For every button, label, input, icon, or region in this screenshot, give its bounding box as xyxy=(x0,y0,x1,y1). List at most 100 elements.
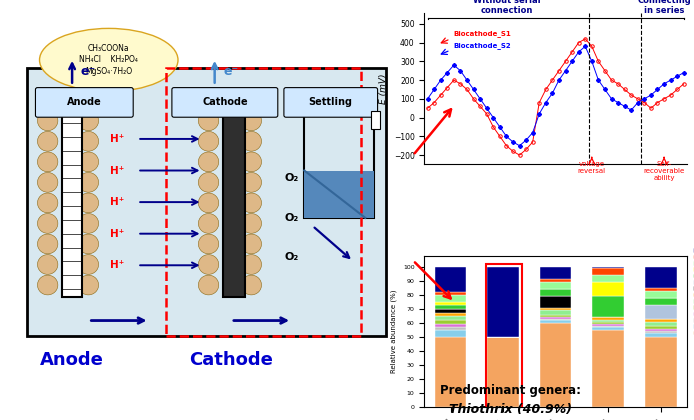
FancyBboxPatch shape xyxy=(172,88,278,117)
Circle shape xyxy=(37,255,58,274)
Circle shape xyxy=(198,213,219,233)
Bar xyxy=(540,323,571,407)
Bar xyxy=(540,289,571,297)
Text: Anode: Anode xyxy=(40,351,104,369)
Circle shape xyxy=(198,111,219,131)
Circle shape xyxy=(78,234,99,254)
Bar xyxy=(223,108,245,297)
Bar xyxy=(540,320,571,323)
Bar xyxy=(435,337,466,407)
Bar xyxy=(645,329,677,331)
Circle shape xyxy=(198,234,219,254)
Text: MgSO₄·7H₂O: MgSO₄·7H₂O xyxy=(85,67,133,76)
Text: H⁺: H⁺ xyxy=(110,197,124,207)
Bar xyxy=(540,267,571,279)
Circle shape xyxy=(241,152,262,172)
Circle shape xyxy=(78,213,99,233)
Bar xyxy=(487,267,519,337)
Bar xyxy=(304,100,373,218)
Text: NH₄Cl    KH₂PO₄: NH₄Cl KH₂PO₄ xyxy=(79,55,138,65)
Bar xyxy=(540,279,571,282)
Bar xyxy=(645,319,677,322)
Bar xyxy=(593,330,624,407)
Text: Cathode: Cathode xyxy=(189,351,273,369)
Bar xyxy=(435,324,466,327)
Bar xyxy=(593,318,624,320)
Circle shape xyxy=(241,131,262,151)
Circle shape xyxy=(78,111,99,131)
Text: Self-
recoverable
ability: Self- recoverable ability xyxy=(643,161,685,181)
Circle shape xyxy=(37,173,58,192)
Bar xyxy=(645,333,677,337)
Bar xyxy=(645,331,677,333)
Bar xyxy=(486,264,522,410)
Text: O₂: O₂ xyxy=(285,252,299,262)
Text: H⁺: H⁺ xyxy=(110,228,124,239)
Bar xyxy=(593,297,624,318)
Bar xyxy=(645,326,677,329)
Circle shape xyxy=(198,275,219,295)
Circle shape xyxy=(241,275,262,295)
Circle shape xyxy=(37,275,58,295)
Bar xyxy=(540,297,571,307)
Circle shape xyxy=(241,255,262,274)
Bar xyxy=(645,298,677,305)
Bar xyxy=(593,275,624,282)
Circle shape xyxy=(78,152,99,172)
Bar xyxy=(645,305,677,319)
Bar xyxy=(645,322,677,326)
Y-axis label: E (mV): E (mV) xyxy=(379,73,388,104)
Bar xyxy=(435,330,466,337)
Text: Predominant genera:: Predominant genera: xyxy=(439,384,581,397)
Circle shape xyxy=(37,152,58,172)
Bar xyxy=(593,324,624,326)
Bar xyxy=(593,267,624,268)
Text: CH₃COONa: CH₃COONa xyxy=(88,44,130,52)
Bar xyxy=(435,302,466,305)
Bar xyxy=(645,337,677,407)
Bar xyxy=(593,282,624,297)
Bar xyxy=(435,313,466,316)
Bar xyxy=(435,295,466,302)
Circle shape xyxy=(37,213,58,233)
Y-axis label: Relative abundance (%): Relative abundance (%) xyxy=(391,290,398,373)
Text: H⁺: H⁺ xyxy=(110,260,124,270)
Bar xyxy=(435,316,466,320)
Bar xyxy=(645,291,677,298)
Bar xyxy=(435,267,466,292)
Bar xyxy=(435,320,466,324)
Bar xyxy=(435,305,466,309)
Bar xyxy=(540,319,571,320)
Circle shape xyxy=(198,152,219,172)
Bar xyxy=(540,318,571,319)
Bar xyxy=(593,268,624,275)
Bar xyxy=(540,282,571,289)
Ellipse shape xyxy=(40,29,178,92)
Bar xyxy=(593,322,624,324)
Bar xyxy=(593,320,624,322)
Circle shape xyxy=(241,213,262,233)
Bar xyxy=(435,327,466,330)
Bar xyxy=(540,307,571,310)
Text: e⁻: e⁻ xyxy=(81,66,96,78)
Bar xyxy=(62,108,83,297)
Circle shape xyxy=(78,131,99,151)
Bar xyxy=(540,315,571,318)
Text: H⁺: H⁺ xyxy=(110,165,124,176)
Text: e⁻: e⁻ xyxy=(223,66,239,78)
Text: H⁺: H⁺ xyxy=(110,134,124,144)
Text: O₂: O₂ xyxy=(285,213,299,223)
Circle shape xyxy=(241,111,262,131)
Circle shape xyxy=(78,173,99,192)
Circle shape xyxy=(78,193,99,213)
Circle shape xyxy=(198,173,219,192)
Circle shape xyxy=(37,111,58,131)
Text: voltage
reversal: voltage reversal xyxy=(577,161,606,174)
Bar xyxy=(593,327,624,330)
Text: Connecting
in series: Connecting in series xyxy=(637,0,691,16)
Circle shape xyxy=(198,255,219,274)
Bar xyxy=(487,337,519,407)
Bar xyxy=(435,309,466,313)
Circle shape xyxy=(78,255,99,274)
Bar xyxy=(593,326,624,327)
